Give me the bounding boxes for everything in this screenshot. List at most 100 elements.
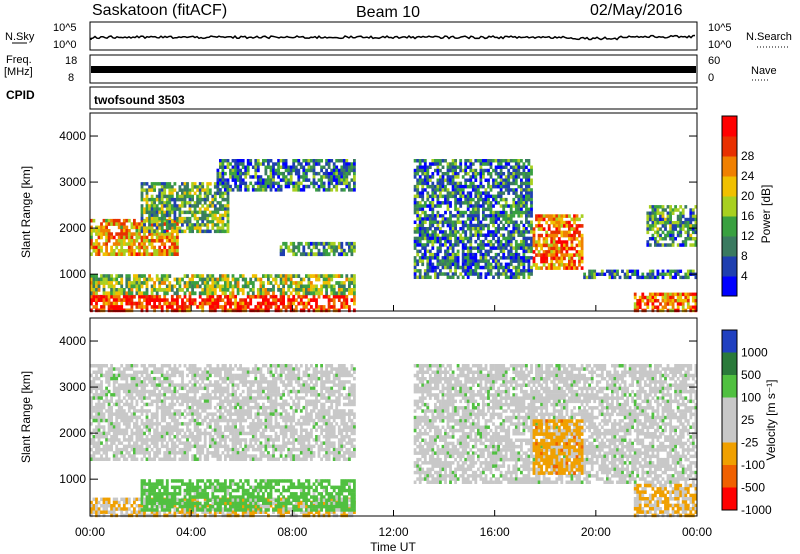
data-cell: [251, 510, 255, 514]
data-cell: [512, 201, 516, 205]
data-cell: [100, 298, 103, 302]
data-cell: [130, 245, 134, 250]
data-cell: [441, 214, 445, 218]
nsky-tick-bottom: 10^0: [53, 39, 77, 51]
data-cell: [431, 243, 435, 247]
data-cell: [342, 298, 346, 302]
data-cell: [158, 216, 162, 221]
data-cell: [153, 188, 156, 192]
data-cell: [350, 298, 354, 302]
data-cell: [522, 272, 526, 276]
data-cell: [454, 223, 457, 228]
data-cell: [307, 184, 311, 189]
data-cell: [277, 168, 280, 173]
data-cell: [509, 207, 513, 212]
data-cell: [226, 165, 230, 169]
data-cell: [502, 249, 506, 254]
data-cell: [292, 298, 296, 302]
data-cell: [211, 492, 215, 496]
data-cell: [494, 172, 498, 176]
data-cell: [484, 265, 488, 270]
data-cell: [560, 246, 564, 251]
data-cell: [120, 225, 124, 230]
data-cell: [145, 249, 149, 253]
data-cell: [477, 236, 480, 241]
data-cell: [122, 218, 126, 223]
data-cell: [342, 504, 346, 509]
data-cell: [272, 181, 275, 186]
data-cell: [504, 184, 508, 189]
data-cell: [148, 479, 151, 483]
data-cell: [464, 181, 468, 186]
data-cell: [264, 508, 268, 512]
data-cell: [153, 201, 156, 205]
data-cell: [165, 239, 169, 243]
data-cell: [231, 504, 235, 509]
data-cell: [145, 513, 149, 518]
data-cell: [322, 252, 326, 257]
data-cell: [90, 232, 93, 236]
data-cell: [168, 301, 172, 306]
data-cell: [466, 191, 470, 195]
data-cell: [431, 201, 435, 205]
data-cell: [461, 243, 465, 247]
data-cell: [520, 214, 523, 218]
data-cell: [494, 181, 498, 186]
data-cell: [115, 288, 119, 292]
data-cell: [335, 184, 339, 189]
data-cell: [120, 507, 124, 511]
data-cell: [183, 510, 187, 514]
data-cell: [474, 259, 478, 263]
data-cell: [477, 201, 480, 205]
data-cell: [201, 495, 205, 499]
data-cell: [525, 178, 528, 182]
data-cell: [279, 165, 283, 169]
data-cell: [155, 291, 159, 296]
data-cell: [221, 482, 225, 486]
data-cell: [507, 181, 511, 186]
data-cell: [107, 294, 111, 299]
data-cell: [219, 159, 222, 163]
data-cell: [299, 308, 303, 313]
data-cell: [330, 510, 334, 514]
data-cell: [279, 291, 283, 296]
data-cell: [196, 504, 199, 509]
data-cell: [307, 298, 311, 302]
data-cell: [671, 305, 675, 309]
data-cell: [418, 227, 422, 231]
data-cell: [446, 256, 450, 260]
data-cell: [423, 220, 427, 224]
data-cell: [292, 495, 296, 499]
data-cell: [522, 201, 526, 205]
data-cell: [527, 246, 531, 250]
data-cell: [140, 252, 144, 256]
data-cell: [464, 210, 468, 215]
data-cell: [193, 495, 197, 499]
data-cell: [345, 178, 349, 182]
data-cell: [112, 242, 116, 246]
data-cell: [155, 513, 159, 518]
data-cell: [170, 492, 174, 496]
data-cell: [669, 292, 672, 297]
data-cell: [633, 302, 637, 306]
data-cell: [203, 301, 207, 306]
data-cell: [484, 188, 488, 192]
data-cell: [236, 488, 240, 493]
data-cell: [694, 224, 698, 228]
data-cell: [226, 188, 230, 192]
data-cell: [423, 188, 427, 192]
data-cell: [694, 305, 698, 309]
data-cell: [413, 230, 417, 234]
data-cell: [469, 262, 473, 267]
data-cell: [504, 165, 508, 169]
data-cell: [628, 269, 632, 273]
data-cell: [469, 204, 473, 208]
data-cell: [294, 498, 298, 502]
data-cell: [694, 230, 698, 235]
data-cell: [330, 175, 334, 179]
data-cell: [489, 262, 493, 267]
data-cell: [340, 301, 344, 306]
data-cell: [482, 175, 485, 179]
data-cell: [578, 250, 581, 254]
data-cell: [145, 245, 149, 250]
